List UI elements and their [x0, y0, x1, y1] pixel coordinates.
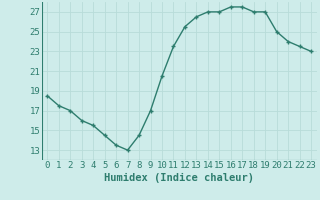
X-axis label: Humidex (Indice chaleur): Humidex (Indice chaleur)	[104, 173, 254, 183]
